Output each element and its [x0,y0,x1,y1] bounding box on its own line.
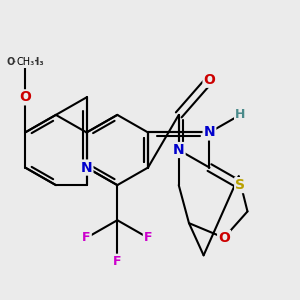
Text: O: O [203,73,215,87]
Text: O: O [218,231,230,245]
Text: O: O [19,90,31,104]
Text: N: N [81,160,92,175]
Text: O—CH₃: O—CH₃ [6,57,44,67]
Text: N: N [204,125,215,140]
Text: F: F [144,231,152,244]
Text: CH₃: CH₃ [16,57,34,67]
Text: S: S [235,178,245,192]
Text: N: N [173,143,184,157]
Text: F: F [113,255,122,268]
Text: F: F [82,231,91,244]
Text: H: H [235,108,245,122]
